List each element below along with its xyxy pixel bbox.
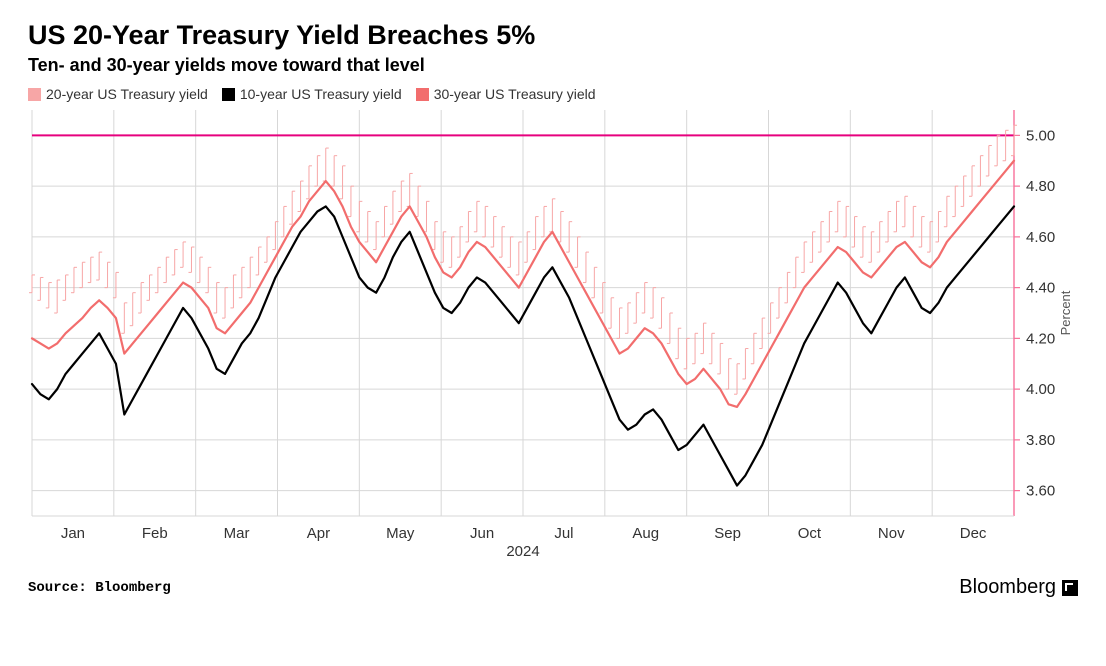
legend-label-10yr: 10-year US Treasury yield — [240, 86, 402, 102]
svg-text:Aug: Aug — [632, 525, 659, 542]
legend-item-20yr: 20-year US Treasury yield — [28, 86, 208, 102]
svg-text:Jan: Jan — [61, 525, 85, 542]
legend-swatch-20yr — [28, 88, 41, 101]
svg-text:4.80: 4.80 — [1026, 178, 1055, 195]
legend-label-30yr: 30-year US Treasury yield — [434, 86, 596, 102]
svg-text:Jun: Jun — [470, 525, 494, 542]
svg-text:4.40: 4.40 — [1026, 280, 1055, 297]
chart-svg: 3.60 3.80 4.00 4.20 4.40 4.60 4.80 5.00 Jan Feb Ma… — [28, 108, 1078, 564]
chart-title: US 20-Year Treasury Yield Breaches 5% — [28, 20, 1078, 51]
legend-swatch-10yr — [222, 88, 235, 101]
brand-text: Bloomberg — [959, 576, 1056, 599]
svg-text:Nov: Nov — [878, 525, 905, 542]
svg-text:5.00: 5.00 — [1026, 127, 1055, 144]
legend-item-30yr: 30-year US Treasury yield — [416, 86, 596, 102]
svg-text:2024: 2024 — [506, 543, 539, 560]
source-label: Source: Bloomberg — [28, 580, 171, 596]
svg-text:May: May — [386, 525, 415, 542]
chart-subtitle: Ten- and 30-year yields move toward that… — [28, 55, 1078, 76]
svg-text:Apr: Apr — [307, 525, 330, 542]
svg-text:4.20: 4.20 — [1026, 330, 1055, 347]
svg-text:Dec: Dec — [960, 525, 987, 542]
legend-label-20yr: 20-year US Treasury yield — [46, 86, 208, 102]
chart-legend: 20-year US Treasury yield 10-year US Tre… — [28, 86, 1078, 102]
svg-text:3.80: 3.80 — [1026, 432, 1055, 449]
svg-text:Oct: Oct — [798, 525, 822, 542]
svg-text:4.00: 4.00 — [1026, 381, 1055, 398]
brand-icon — [1062, 580, 1078, 596]
svg-text:Jul: Jul — [554, 525, 573, 542]
svg-text:Feb: Feb — [142, 525, 168, 542]
chart-footer: Source: Bloomberg Bloomberg — [28, 576, 1078, 599]
brand-label: Bloomberg — [959, 576, 1078, 599]
svg-text:4.60: 4.60 — [1026, 229, 1055, 246]
svg-text:Mar: Mar — [224, 525, 250, 542]
chart-area: 3.60 3.80 4.00 4.20 4.40 4.60 4.80 5.00 Jan Feb Ma… — [28, 108, 1078, 564]
svg-text:3.60: 3.60 — [1026, 483, 1055, 500]
legend-swatch-30yr — [416, 88, 429, 101]
svg-text:Sep: Sep — [714, 525, 741, 542]
legend-item-10yr: 10-year US Treasury yield — [222, 86, 402, 102]
svg-text:Percent: Percent — [1058, 290, 1073, 335]
